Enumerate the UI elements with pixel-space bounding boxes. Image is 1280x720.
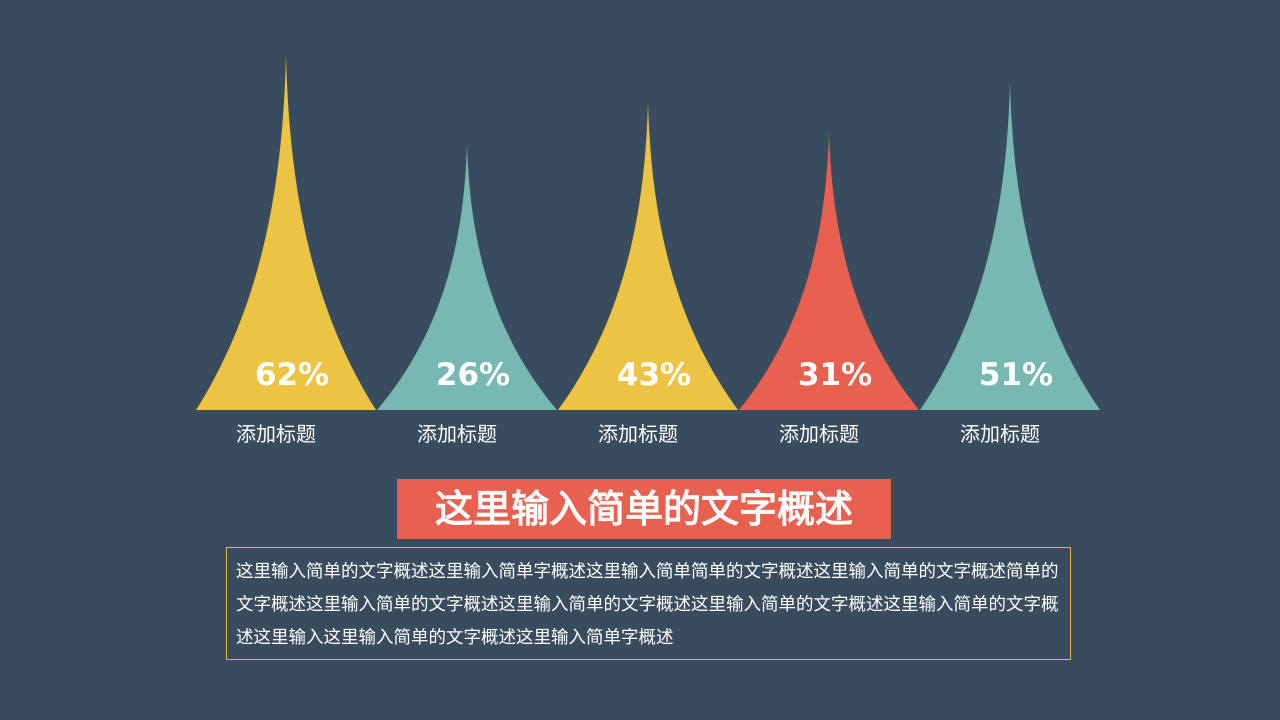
chart-value-label-5: 51% xyxy=(979,357,1053,393)
chart-bars xyxy=(196,55,1100,410)
chart-bar-5 xyxy=(920,82,1100,410)
chart-bar-2 xyxy=(377,145,557,410)
chart-bar-3 xyxy=(558,102,738,410)
chart-category-label-4: 添加标题 xyxy=(779,422,859,446)
chart-bar-1 xyxy=(196,55,376,410)
chart-value-label-3: 43% xyxy=(617,357,691,393)
chart-value-label-1: 62% xyxy=(255,357,329,393)
headline-banner: 这里输入简单的文字概述 xyxy=(397,479,891,539)
chart-value-labels: 62% 26% 43% 31% 51% xyxy=(255,357,1053,393)
chart-category-label-1: 添加标题 xyxy=(236,422,316,446)
chart-value-label-2: 26% xyxy=(436,357,510,393)
chart-bar-4 xyxy=(739,132,919,410)
chart-category-label-3: 添加标题 xyxy=(598,422,678,446)
chart-category-labels: 添加标题 添加标题 添加标题 添加标题 添加标题 xyxy=(236,422,1040,446)
chart-category-label-2: 添加标题 xyxy=(417,422,497,446)
description-text-box: 这里输入简单的文字概述这里输入简单字概述这里输入简单简单的文字概述这里输入简单的… xyxy=(226,547,1071,660)
chart-category-label-5: 添加标题 xyxy=(960,422,1040,446)
chart-value-label-4: 31% xyxy=(798,357,872,393)
